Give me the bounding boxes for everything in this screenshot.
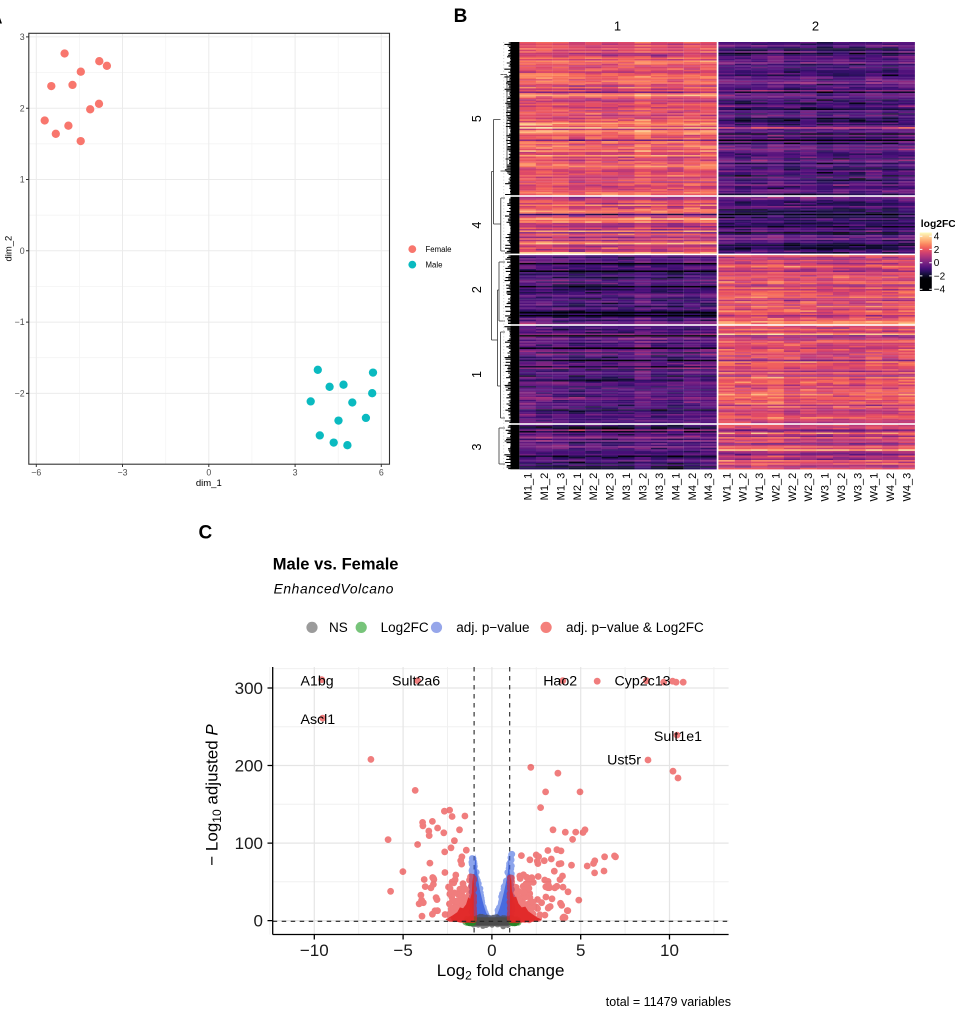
svg-text:−3: −3 bbox=[117, 467, 127, 477]
svg-text:−1: −1 bbox=[15, 317, 25, 327]
svg-text:dim_2: dim_2 bbox=[4, 236, 15, 262]
svg-text:3: 3 bbox=[20, 32, 25, 42]
svg-text:0: 0 bbox=[20, 246, 25, 256]
svg-text:−2: −2 bbox=[15, 389, 25, 399]
svg-text:A: A bbox=[0, 8, 3, 29]
svg-text:dim_1: dim_1 bbox=[196, 478, 222, 489]
svg-text:2: 2 bbox=[812, 19, 819, 34]
svg-text:3: 3 bbox=[293, 467, 298, 477]
svg-text:0: 0 bbox=[206, 467, 211, 477]
svg-text:Female: Female bbox=[426, 245, 452, 254]
svg-text:−6: −6 bbox=[31, 467, 41, 477]
svg-text:2: 2 bbox=[20, 103, 25, 113]
svg-text:1: 1 bbox=[20, 175, 25, 185]
svg-text:B: B bbox=[454, 6, 468, 27]
svg-text:1: 1 bbox=[614, 19, 621, 34]
svg-text:6: 6 bbox=[379, 467, 384, 477]
svg-text:Male: Male bbox=[426, 260, 443, 269]
